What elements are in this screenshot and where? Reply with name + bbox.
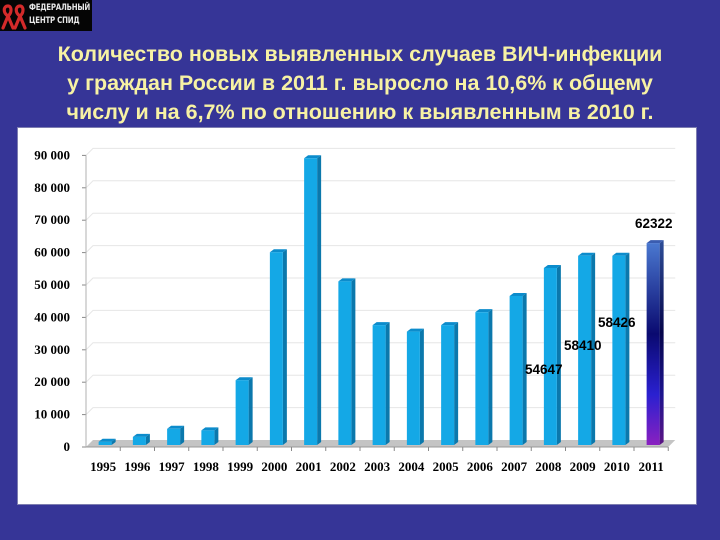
bar-2001 — [304, 155, 322, 445]
red-ribbon-icon — [1, 4, 27, 30]
logo-line1: ФЕДЕРАЛЬНЫЙ — [29, 3, 91, 13]
chart-panel: 0 10 000 20 000 30 000 40 000 50 000 60 000 70 … — [17, 127, 697, 505]
x-tick-label: 2010 — [604, 459, 630, 474]
y-tick-label: 20 000 — [34, 374, 70, 389]
y-tick-label: 40 000 — [34, 309, 70, 324]
logo-text: ФЕДЕРАЛЬНЫЙ ЦЕНТР СПИД — [29, 2, 90, 28]
x-tick-label: 1998 — [193, 459, 220, 474]
x-tick-label: 1999 — [227, 459, 254, 474]
x-tick-label: 1995 — [90, 459, 117, 474]
bar-1998 — [201, 427, 219, 445]
bar-1996 — [132, 433, 150, 445]
bar-2008 — [543, 264, 561, 445]
bar-2007 — [509, 292, 527, 445]
data-label-2009: 58410 — [564, 338, 602, 353]
gridline — [85, 277, 676, 286]
y-tick-label: 70 000 — [34, 212, 70, 227]
data-label-2010: 58426 — [598, 315, 636, 330]
axes: 0 10 000 20 000 30 000 40 000 50 000 60 000 70 … — [34, 147, 669, 474]
gridline — [85, 212, 676, 221]
x-tick-label: 2003 — [364, 459, 391, 474]
x-tick-label: 2011 — [638, 459, 663, 474]
bar-2005 — [441, 322, 459, 445]
bar-2002 — [338, 278, 356, 445]
bars — [98, 155, 664, 445]
gridline — [85, 245, 676, 253]
data-label-2008: 54647 — [525, 362, 563, 377]
x-tick-label: 2006 — [467, 459, 494, 474]
x-tick-label: 2005 — [433, 459, 460, 474]
x-tick-label: 2009 — [570, 459, 597, 474]
x-tick-label: 2004 — [398, 459, 425, 474]
gridline — [85, 147, 676, 156]
x-tick-label: 2007 — [501, 459, 528, 474]
x-tick-label: 2002 — [330, 459, 356, 474]
x-tick-label: 2001 — [296, 459, 322, 474]
bar-chart: 0 10 000 20 000 30 000 40 000 50 000 60 000 70 … — [34, 147, 676, 474]
x-tick-label: 1996 — [124, 459, 151, 474]
data-label-2011: 62322 — [635, 216, 673, 231]
bar-1997 — [167, 425, 185, 445]
bar-2003 — [372, 322, 390, 445]
bar-2009 — [578, 252, 596, 445]
y-tick-label: 80 000 — [34, 180, 70, 195]
x-tick-label: 2008 — [535, 459, 562, 474]
bar-2004 — [406, 328, 424, 445]
y-tick-label: 0 — [64, 439, 71, 454]
logo-line2: ЦЕНТР СПИД — [29, 16, 80, 26]
x-tick-label: 2000 — [261, 459, 287, 474]
y-tick-label: 60 000 — [34, 245, 70, 260]
title-line3: числу и на 6,7% по отношению к выявленны… — [66, 100, 654, 124]
bar-2006 — [475, 309, 493, 445]
federal-aids-center-logo: ФЕДЕРАЛЬНЫЙ ЦЕНТР СПИД — [0, 0, 92, 31]
y-tick-label: 50 000 — [34, 277, 70, 292]
y-tick-label: 90 000 — [34, 147, 70, 162]
y-tick-label: 10 000 — [34, 407, 70, 422]
gridlines — [85, 147, 676, 415]
y-tick-label: 30 000 — [34, 342, 70, 357]
bar-1999 — [235, 377, 253, 445]
title-line2: у граждан России в 2011 г. выросло на 10… — [67, 71, 653, 95]
bar-2011 — [646, 240, 664, 445]
gridline — [85, 180, 676, 189]
bar-1995 — [98, 438, 116, 445]
bar-2010 — [612, 252, 630, 445]
title-line1: Количество новых выявленных случаев ВИЧ-… — [57, 42, 663, 66]
slide-title: Количество новых выявленных случаев ВИЧ-… — [10, 40, 710, 127]
bar-2000 — [269, 249, 287, 445]
x-tick-label: 1997 — [159, 459, 186, 474]
